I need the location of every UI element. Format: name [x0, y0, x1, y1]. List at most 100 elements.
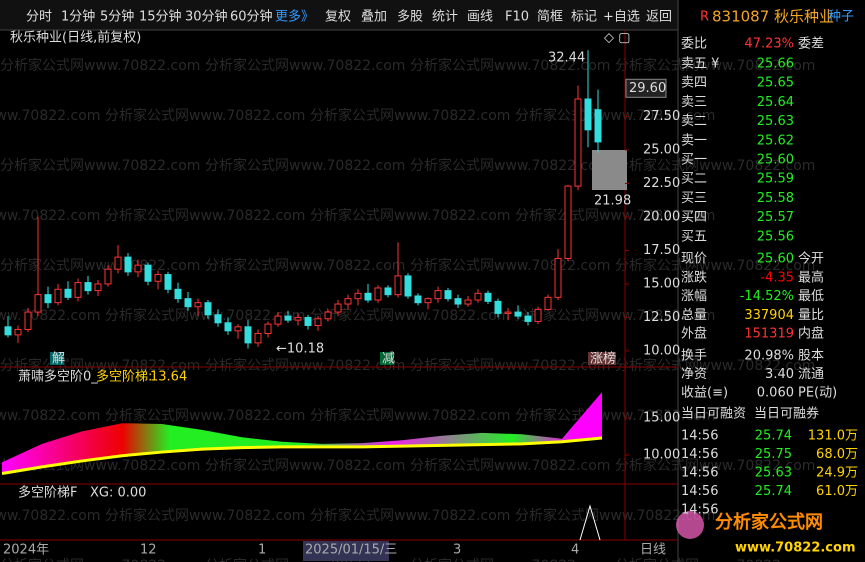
candle-body — [354, 292, 362, 300]
book-label: 买四 — [681, 210, 707, 225]
stat-value: -14.52% — [740, 289, 794, 304]
book-label: 买五 — [681, 229, 707, 244]
watermark: 分析家公式网www.70822.com — [615, 357, 815, 374]
indicator-line — [1, 436, 603, 476]
watermark: 分析家公式网www.70822.com — [105, 407, 305, 424]
candle-body — [554, 257, 562, 298]
candle-body — [54, 288, 62, 304]
watermark: 分析家公式网www.70822.com — [205, 257, 405, 274]
tool-button[interactable]: 画线 — [467, 10, 493, 25]
candle-body — [144, 264, 152, 282]
watermark: 分析家公式网www.70822.com — [515, 507, 715, 524]
watermark: 分析家公式网www.70822.com — [310, 107, 510, 124]
tool-button[interactable]: 多股 — [397, 9, 423, 25]
candle-body — [534, 308, 542, 322]
candle-body — [114, 256, 122, 270]
x-tick-label: 2025/01/15/三 — [305, 543, 397, 558]
watermark: 分析家公式网www.70822.com — [105, 207, 305, 224]
indicator-label: XG: 0.00 — [90, 486, 146, 501]
candle-body — [94, 283, 102, 292]
tool-button[interactable]: F10 — [505, 10, 529, 25]
cursor-box — [625, 78, 667, 98]
event: 减 — [382, 352, 395, 367]
tool-button[interactable]: 标记 — [571, 10, 597, 25]
candle-body — [474, 292, 482, 301]
indicator-name: 萧啸多空阶0_ — [18, 369, 98, 385]
candle-body — [324, 311, 332, 320]
watermark: 分析家公式网www.70822.com — [0, 507, 100, 524]
candle-body — [164, 274, 172, 290]
period-tab[interactable]: 5分钟 — [100, 9, 134, 25]
tick-time: 14:56 — [681, 466, 718, 481]
candle-body — [504, 311, 512, 314]
stat-value: 337904 — [744, 308, 794, 323]
y-tick-label: 15.00 — [643, 411, 680, 426]
stat-label: 总量 — [681, 308, 707, 323]
period-tab[interactable]: 分时 — [26, 10, 52, 25]
watermark: 分析家公式网www.70822.com — [515, 107, 715, 124]
book-price: 25.60 — [757, 153, 794, 168]
candle-body — [74, 282, 82, 298]
stat-value: 151319 — [744, 327, 794, 342]
more-tab[interactable]: 更多》 — [275, 9, 314, 25]
icons[interactable]: ◇ ▢ — [604, 31, 630, 46]
tool-button[interactable]: 返回 — [646, 10, 672, 25]
tool-button[interactable]: 简框 — [537, 9, 563, 25]
period-tab[interactable]: 30分钟 — [185, 9, 228, 25]
period-tab[interactable]: 1分钟 — [61, 9, 95, 25]
candle-body — [464, 299, 472, 305]
tool-button[interactable]: 叠加 — [361, 10, 387, 25]
stat-label: 外盘 — [681, 326, 707, 342]
tick-price: 25.74 — [755, 484, 792, 499]
stat-label: 涨跌 — [681, 269, 707, 285]
watermark: 分析家公式网www.70822.com — [515, 307, 715, 324]
period-tab[interactable]: 60分钟 — [230, 9, 273, 25]
candle-body — [224, 322, 232, 332]
watermark: 分析家公式网www.70822.com — [205, 457, 405, 474]
candle-body — [494, 300, 502, 314]
watermark: 分析家公式网www.70822.com — [410, 257, 610, 274]
candle-body — [104, 268, 112, 285]
candle-body — [414, 295, 422, 304]
period-tab[interactable]: 15分钟 — [139, 9, 182, 25]
stock-code: 831087 秋乐种业 — [712, 8, 834, 26]
y-tick-label: 25.00 — [643, 142, 680, 157]
candle-body — [184, 298, 192, 308]
tool-button[interactable]: 复权 — [325, 9, 351, 25]
x-tick-label: 3 — [453, 543, 461, 558]
stat-value: -4.35 — [760, 270, 794, 285]
tool-button[interactable]: +自选 — [603, 10, 640, 25]
tick-time: 14:56 — [681, 503, 718, 518]
watermark: 分析家公式网www.70822.com — [0, 407, 100, 424]
tool-button[interactable]: 统计 — [432, 10, 458, 25]
margin-label: 当日可融券 — [754, 406, 819, 422]
candle-body — [364, 292, 372, 301]
ratio-cell: 47.23% — [744, 37, 794, 52]
candle-body — [294, 316, 302, 321]
candle-body — [434, 290, 442, 300]
watermark: 分析家公式网www.70822.com — [615, 57, 815, 74]
candle-body — [234, 326, 242, 332]
sector[interactable]: 种子 — [828, 10, 854, 25]
y-tick-label: 10.00 — [643, 343, 680, 358]
y-tick-label: 22.50 — [643, 176, 680, 191]
high-label: 32.44 — [548, 51, 585, 66]
watermark: 分析家公式网www.70822.com — [205, 357, 405, 374]
stat-label: 最低 — [798, 289, 824, 304]
watermark: 分析家公式网www.70822.com — [0, 157, 200, 174]
book-label: 买三 — [681, 191, 707, 206]
stat-label: 今开 — [798, 251, 824, 267]
candle-body — [304, 316, 312, 326]
candle-body — [344, 298, 352, 305]
tick-time: 14:56 — [681, 447, 718, 462]
candle-body — [34, 294, 42, 313]
watermark: 分析家公式网www.70822.com — [0, 207, 100, 224]
y-tick-label: 10.00 — [643, 448, 680, 463]
watermark: 分析家公式网www.70822.com — [205, 157, 405, 174]
book-price: 25.62 — [757, 133, 794, 148]
extra-value: 0.060 — [757, 386, 794, 401]
book-price: 25.58 — [757, 191, 794, 206]
extra-label: 换手 — [681, 349, 707, 364]
candle-body — [274, 315, 282, 325]
